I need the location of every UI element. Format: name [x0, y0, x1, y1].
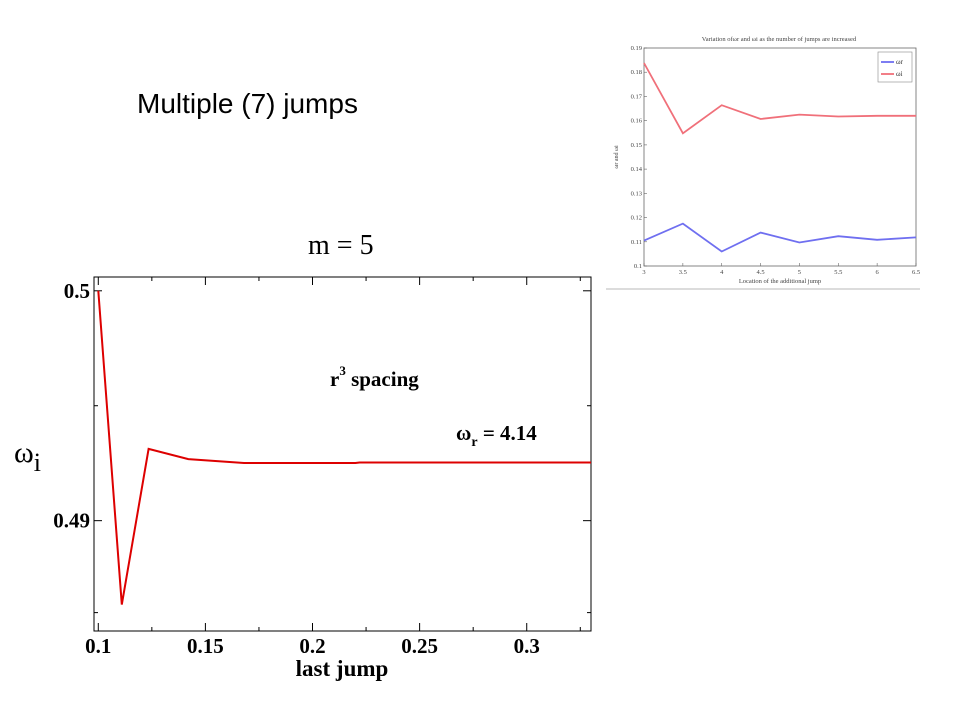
- x-tick-label: 0.1: [85, 634, 111, 658]
- inset-y-tick-label: 0.19: [631, 45, 642, 52]
- inset-y-tick-label: 0.13: [631, 190, 642, 197]
- inset-legend-box: [877, 51, 913, 83]
- spacing-r: r: [330, 367, 339, 391]
- inset-ticks: [643, 47, 917, 267]
- inset-y-axis-label: ωr and ωi: [614, 145, 620, 169]
- main-series-line: [97, 290, 591, 605]
- inset-series-omega-i: [643, 62, 916, 135]
- inset-x-tick-label: 4: [720, 269, 724, 276]
- inset-x-tick-label: 6: [876, 269, 880, 276]
- spacing-annotation: r3 spacing: [330, 363, 419, 391]
- legend-label-omega-i: ωi: [896, 70, 903, 78]
- inset-x-tick-label: 4.5: [757, 269, 765, 276]
- omega-r-symbol: ω: [456, 421, 471, 445]
- main-plot-frame: [93, 276, 592, 632]
- x-tick-label: 0.3: [514, 634, 540, 658]
- inset-x-tick-label: 3.5: [679, 269, 687, 276]
- x-axis-label: last jump: [296, 656, 389, 681]
- inset-tick-labels: 3 3.5 4 4.5 5 5.5 6 6.5 0.1 0.11 0.12 0.13 0.14 0.15 0…: [631, 45, 920, 276]
- inset-y-tick-label: 0.16: [631, 118, 643, 125]
- inset-chart: Variation ofωr and ωi as the number of j…: [596, 32, 924, 290]
- inset-series-omega-r: [643, 222, 917, 253]
- main-tick-labels: 0.1 0.15 0.2 0.25 0.3 0.49 0.5: [53, 279, 540, 658]
- y-tick-label: 0.5: [64, 279, 90, 303]
- m-parameter-label: m = 5: [308, 230, 374, 261]
- y-axis-sub: i: [34, 448, 41, 477]
- x-tick-label: 0.25: [401, 634, 438, 658]
- omega-r-sub: r: [471, 435, 477, 450]
- inset-plot-frame: [643, 47, 917, 267]
- legend-label-omega-r: ωr: [896, 58, 904, 66]
- inset-y-tick-label: 0.14: [631, 166, 643, 173]
- omega-r-annotation: ωr = 4.14: [456, 421, 537, 450]
- y-tick-label: 0.49: [53, 509, 90, 533]
- inset-y-tick-label: 0.1: [634, 263, 642, 270]
- omega-r-value: = 4.14: [478, 421, 538, 445]
- inset-x-tick-label: 5.5: [834, 269, 842, 276]
- slide-title: Multiple (7) jumps: [137, 88, 358, 119]
- inset-x-tick-label: 6.5: [912, 269, 920, 276]
- inset-title: Variation ofωr and ωi as the number of j…: [702, 36, 857, 43]
- x-tick-label: 0.15: [187, 634, 224, 658]
- inset-x-axis-label: Location of the additional jump: [739, 278, 821, 285]
- spacing-rest: spacing: [346, 367, 419, 391]
- inset-y-tick-label: 0.17: [631, 93, 643, 100]
- y-axis-label: ωi: [14, 436, 41, 477]
- y-axis-omega: ω: [14, 436, 34, 469]
- inset-y-tick-label: 0.18: [631, 69, 642, 76]
- spacing-sup: 3: [339, 363, 346, 378]
- x-tick-label: 0.2: [299, 634, 325, 658]
- inset-legend: ωr ωi: [877, 51, 913, 83]
- inset-y-tick-label: 0.12: [631, 215, 642, 222]
- inset-y-tick-label: 0.15: [631, 142, 642, 149]
- inset-x-tick-label: 3: [642, 269, 645, 276]
- inset-y-tick-label: 0.11: [631, 239, 642, 246]
- main-ticks: [94, 277, 591, 631]
- inset-x-tick-label: 5: [798, 269, 801, 276]
- inset-background: [596, 32, 924, 290]
